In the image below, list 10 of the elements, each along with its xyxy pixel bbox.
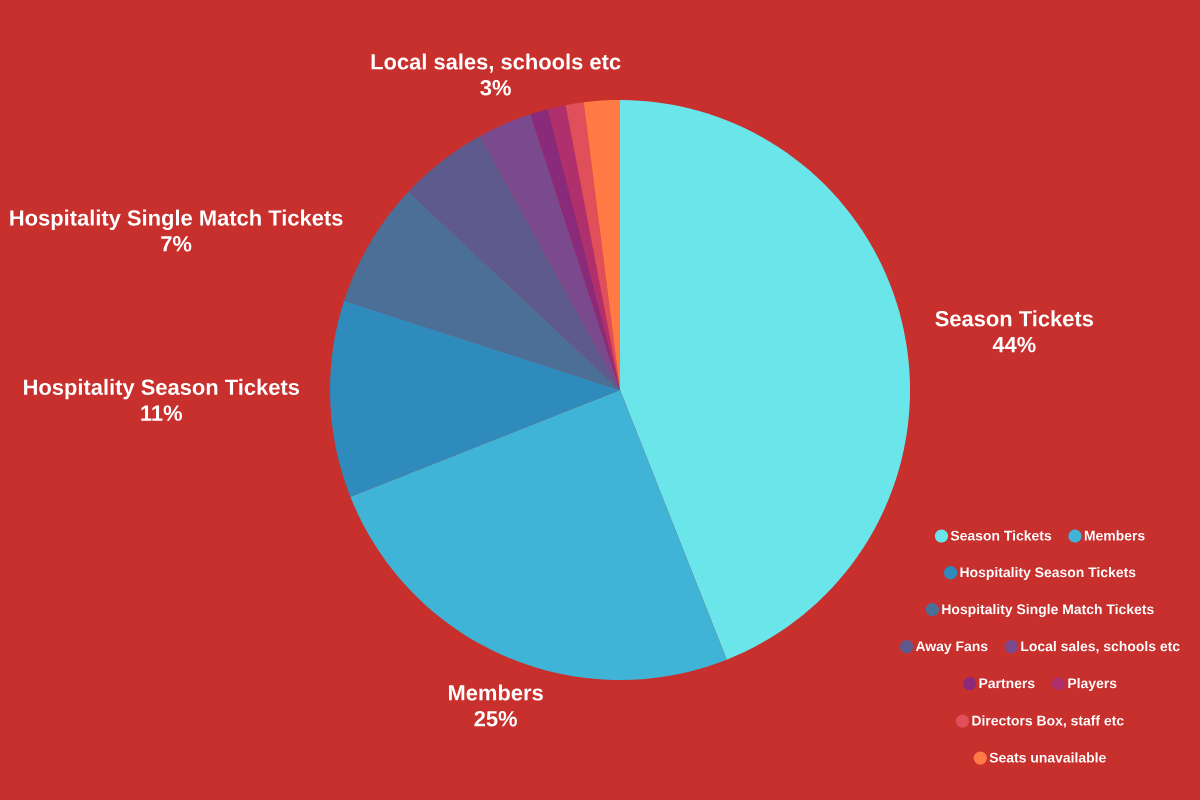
data-label: 44% [992, 336, 1036, 353]
slice-label: Local sales, schools etc [371, 53, 621, 73]
data-label: 25% [474, 710, 517, 727]
slice-label: Hospitality Season Tickets [24, 378, 300, 400]
data-label: 11% [141, 405, 183, 421]
data-label: 7% [161, 236, 192, 252]
slice-label: Hospitality Single Match Tickets [10, 209, 343, 231]
slice-label: Season Tickets [935, 310, 1093, 327]
slice-label: Members [448, 684, 543, 701]
data-label: 3% [480, 79, 511, 96]
